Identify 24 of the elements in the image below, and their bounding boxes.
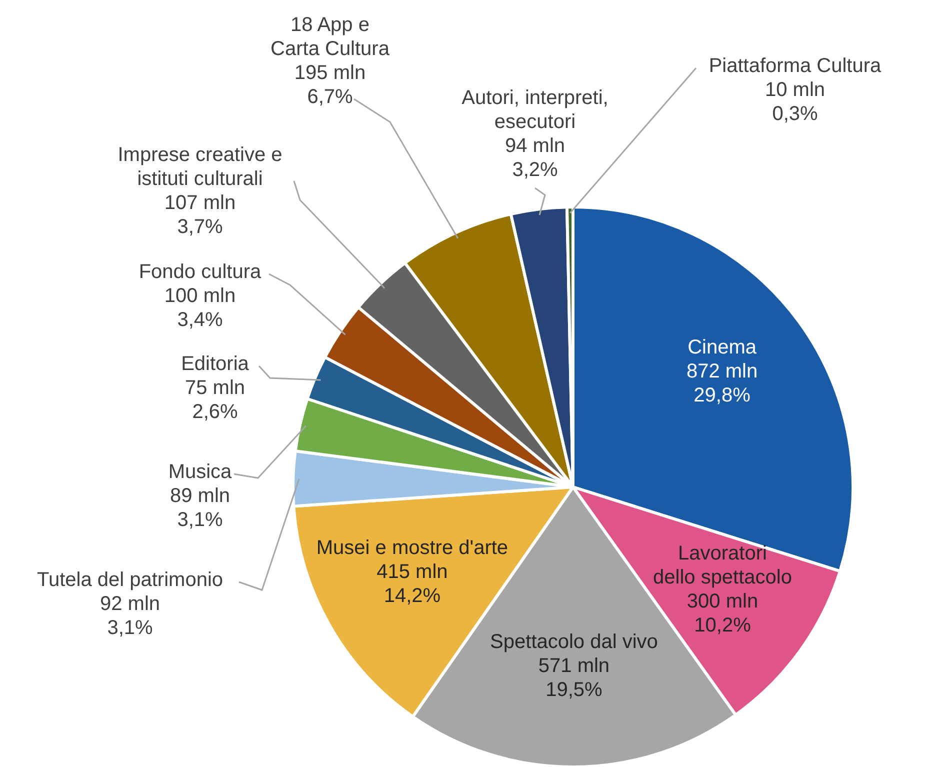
data-label: 94 mln 3,2% [504,135,566,181]
data-label: 872 mln 29,8% [686,360,758,407]
slice-label: Autori, interpreti, esecutori [462,87,608,133]
slice-label: Spettacolo dal vivo [490,630,658,653]
slice-label: Tutela del patrimonio [36,569,224,591]
slice-label: Lavoratori dello spettacolo [653,542,792,589]
data-label: 75 mln 2,6% [184,377,246,423]
slice-label: 18 App e Carta Cultura [270,14,390,60]
data-label: 100 mln 3,4% [164,285,236,331]
data-label: 92 mln 3,1% [100,593,160,639]
data-label: 107 mln 3,7% [164,192,236,238]
data-label: 300 mln 10,2% [686,590,758,637]
data-label: 415 mln 14,2% [376,561,448,608]
slice-label: Musei e mostre d'arte [316,537,508,560]
slice-label: Musica [168,461,233,483]
data-label: 10 mln 0,3% [764,79,826,125]
slice-label: Cinema [688,336,758,359]
data-label: 195 mln 6,7% [294,62,366,108]
slice-label: Fondo cultura [138,261,262,283]
slice-label: Imprese creative e istituti culturali [118,144,282,190]
data-label: 89 mln 3,1% [170,485,230,531]
slice-label: Editoria [181,353,250,375]
slice-label: Piattaforma Cultura [708,55,882,77]
data-label: 571 mln 19,5% [538,654,610,701]
